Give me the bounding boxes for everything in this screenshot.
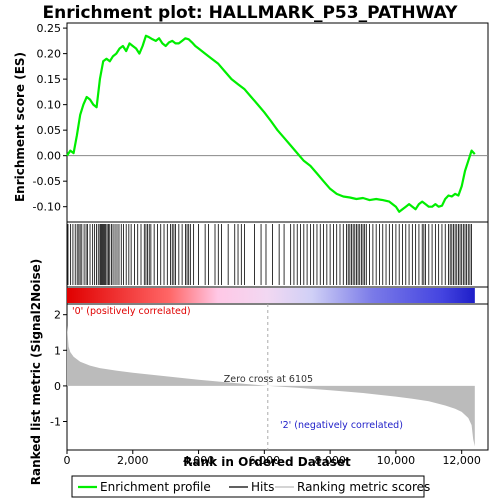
es-y-tick-label: -0.05 — [33, 175, 61, 188]
metric-y-tick-label: 2 — [54, 309, 61, 322]
positive-correlation-label: '0' (positively correlated) — [72, 306, 191, 317]
es-y-tick-label: 0.10 — [37, 99, 62, 112]
x-tick-label: 12,000 — [442, 454, 481, 467]
es-y-tick-label: 0.15 — [37, 73, 62, 86]
x-tick-label: 8,000 — [314, 454, 346, 467]
rank-color-bar — [67, 288, 475, 303]
es-y-tick-label: 0.20 — [37, 48, 62, 61]
x-tick-label: 0 — [64, 454, 71, 467]
es-y-tick-label: -0.10 — [33, 201, 61, 214]
legend-hits-label: Hits — [251, 480, 274, 494]
x-tick-label: 2,000 — [117, 454, 149, 467]
legend-metric-label: Ranking metric scores — [297, 480, 430, 494]
x-tick-label: 10,000 — [377, 454, 416, 467]
metric-y-tick-label: -1 — [50, 416, 61, 429]
es-panel-frame — [66, 22, 489, 223]
es-y-tick-label: 0.25 — [37, 22, 62, 35]
chart-title: Enrichment plot: HALLMARK_P53_PATHWAY — [43, 3, 459, 23]
zero-cross-label: Zero cross at 6105 — [224, 374, 313, 385]
metric-y-tick-label: 1 — [54, 344, 61, 357]
ranking-metric-area — [67, 325, 475, 447]
es-y-tick-label: 0.00 — [37, 150, 62, 163]
es-y-tick-label: 0.05 — [37, 124, 62, 137]
hits-panel-frame — [66, 221, 489, 288]
es-y-axis-label: Enrichment score (ES) — [13, 52, 27, 202]
negative-correlation-label: '2' (negatively correlated) — [280, 420, 403, 431]
x-tick-label: 4,000 — [183, 454, 215, 467]
x-axis-label: Rank in Ordered Dataset — [183, 455, 351, 469]
metric-y-tick-label: 0 — [54, 380, 61, 393]
metric-y-axis-label: Ranked list metric (Signal2Noise) — [29, 259, 43, 486]
enrichment-profile-line — [66, 34, 476, 213]
legend-enrichment-label: Enrichment profile — [100, 480, 211, 494]
x-tick-label: 6,000 — [249, 454, 281, 467]
